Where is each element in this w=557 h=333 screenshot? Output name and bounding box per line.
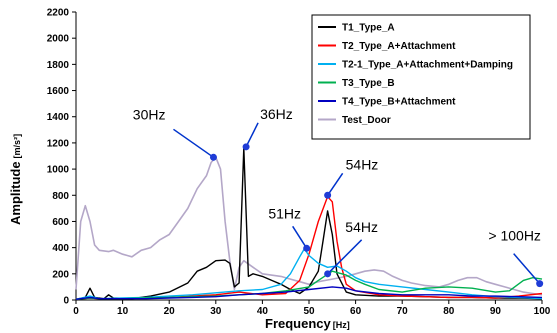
y-tick-label: 800 xyxy=(52,191,69,202)
x-tick-label: 70 xyxy=(397,306,409,317)
legend-box xyxy=(311,14,531,140)
y-tick-label: 2200 xyxy=(47,8,70,19)
legend: T1_Type_A T2_Type_A+Attachment T2-1_Type_A… xyxy=(311,14,531,140)
annotation-label: 54Hz xyxy=(346,156,379,172)
y-tick-label: 1600 xyxy=(47,86,70,97)
y-tick-label: 1800 xyxy=(47,60,70,71)
y-tick-label: 1200 xyxy=(47,138,70,149)
annotation-marker xyxy=(303,244,311,252)
y-axis-unit: [m/s²] xyxy=(12,134,22,159)
x-ticks: 0 10 20 30 40 50 60 70 80 90 100 xyxy=(73,300,551,317)
annotation-label: 36Hz xyxy=(260,106,293,122)
y-axis-title: Amplitude[m/s²] xyxy=(8,134,23,225)
x-tick-label: 90 xyxy=(490,306,502,317)
legend-items: T1_Type_A T2_Type_A+Attachment T2-1_Type_A… xyxy=(318,23,513,126)
annotation-label: 54Hz xyxy=(345,219,378,235)
annotation-leader xyxy=(173,128,214,158)
x-tick-label: 0 xyxy=(73,306,79,317)
y-tick-label: 2000 xyxy=(47,34,70,45)
annotation-marker xyxy=(536,280,544,288)
legend-entry: T1_Type_A xyxy=(342,23,395,34)
annotation-label: > 100Hz xyxy=(488,228,541,244)
x-axis-unit: [Hz] xyxy=(333,320,350,330)
x-tick-label: 80 xyxy=(443,306,455,317)
x-axis-title: Frequency [Hz] xyxy=(265,316,350,331)
y-ticks: 0 200 400 600 800 1000 1200 1400 1600 1800 2000 220… xyxy=(47,8,76,307)
annotation-label: 51Hz xyxy=(268,205,301,221)
legend-entry: T3_Type_B xyxy=(342,78,395,89)
annotation-marker xyxy=(324,191,332,199)
annotation-leader xyxy=(327,172,344,196)
annotation-leader xyxy=(327,239,363,275)
x-tick-label: 10 xyxy=(117,306,129,317)
y-tick-label: 400 xyxy=(52,243,69,254)
y-tick-label: 600 xyxy=(52,217,69,228)
legend-entry: T2_Type_A+Attachment xyxy=(342,41,456,52)
y-tick-label: 0 xyxy=(63,296,69,307)
y-tick-label: 200 xyxy=(52,269,69,280)
x-tick-label: 100 xyxy=(534,306,551,317)
series-lines xyxy=(75,147,543,300)
annotation-leader xyxy=(292,225,308,249)
legend-entry: Test_Door xyxy=(342,115,391,126)
annotation-marker xyxy=(242,143,250,151)
legend-entry: T2-1_Type_A+Attachment+Damping xyxy=(342,60,513,71)
series-line-test-door xyxy=(75,156,543,296)
x-tick-label: 50 xyxy=(303,306,315,317)
annotation-marker xyxy=(324,270,332,278)
annotations: 30Hz 36Hz 54Hz 51Hz 54Hz > 100Hz xyxy=(133,106,544,288)
series-line-t1-type-a xyxy=(75,147,543,300)
series-line-t4-type-b-attachment xyxy=(75,286,543,300)
x-tick-label: 30 xyxy=(210,306,222,317)
annotation-label: 30Hz xyxy=(133,106,166,122)
annotation-leader xyxy=(513,253,541,285)
y-tick-label: 1000 xyxy=(47,165,70,176)
x-tick-label: 60 xyxy=(350,306,362,317)
annotation-leader xyxy=(245,122,259,148)
x-tick-label: 20 xyxy=(164,306,176,317)
x-tick-label: 40 xyxy=(257,306,269,317)
annotation-marker xyxy=(209,153,217,161)
series-line-t2-1-type-a-attachment-damping xyxy=(75,248,543,300)
y-tick-label: 1400 xyxy=(47,112,70,123)
legend-entry: T4_Type_B+Attachment xyxy=(342,97,456,108)
